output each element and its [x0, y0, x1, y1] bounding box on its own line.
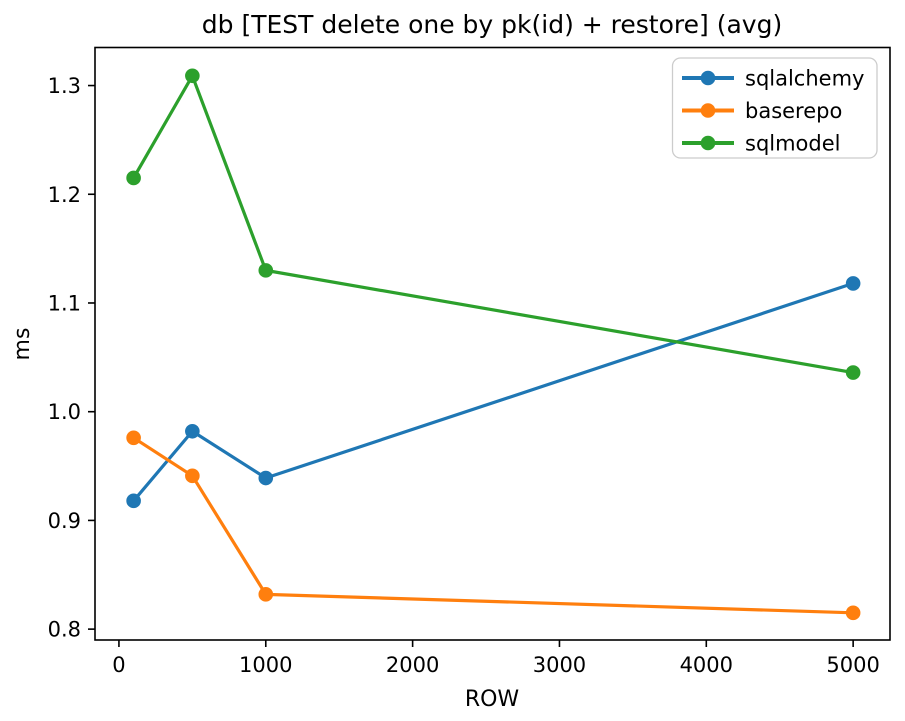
data-point-sqlalchemy — [258, 470, 274, 486]
legend-label-sqlalchemy: sqlalchemy — [745, 67, 864, 91]
x-tick-label: 5000 — [826, 653, 879, 677]
data-point-sqlmodel — [126, 170, 141, 186]
data-point-baserepo — [126, 430, 141, 446]
series-line-sqlmodel — [132, 74, 855, 375]
y-tick-label: 1.1 — [48, 291, 81, 315]
x-tick-label: 1000 — [239, 653, 292, 677]
x-tick-label: 0 — [112, 653, 125, 677]
x-tick-label: 2000 — [386, 653, 439, 677]
x-axis-label: ROW — [465, 687, 520, 712]
y-tick-label: 1.3 — [48, 74, 81, 98]
legend-marker-sqlmodel — [700, 135, 716, 151]
legend-marker-baserepo — [700, 103, 716, 118]
series-line-baserepo — [132, 436, 855, 615]
y-tick-label: 1.2 — [48, 183, 81, 207]
chart-title: db [TEST delete one by pk(id) + restore]… — [202, 10, 782, 39]
data-point-sqlalchemy — [185, 423, 200, 439]
data-point-baserepo — [845, 605, 861, 621]
legend-label-baserepo: baserepo — [745, 99, 842, 123]
legend: sqlalchemy baserepo sqlmodel — [671, 57, 878, 159]
x-tick-label: 3000 — [533, 653, 586, 677]
data-point-baserepo — [258, 587, 274, 602]
axes-spines — [94, 46, 891, 641]
data-point-sqlalchemy — [845, 276, 861, 291]
series-line-sqlalchemy — [132, 281, 855, 503]
y-tick-label: 1.0 — [48, 400, 81, 424]
y-tick-label: 0.8 — [48, 618, 81, 642]
legend-box — [671, 57, 878, 159]
legend-marker-sqlalchemy — [700, 70, 716, 86]
legend-label-sqlmodel: sqlmodel — [745, 132, 841, 156]
y-tick-label: 0.9 — [48, 509, 81, 533]
data-point-sqlmodel — [185, 68, 200, 84]
data-point-baserepo — [185, 468, 200, 484]
x-tick-label: 4000 — [680, 653, 733, 677]
data-point-sqlmodel — [258, 263, 274, 278]
data-point-sqlalchemy — [126, 493, 141, 509]
data-point-sqlmodel — [845, 365, 861, 380]
y-axis-label: ms — [10, 328, 35, 361]
plot-area: 0 1000 2000 3000 4000 5000 0.8 0.9 1.0 1.1 1.2 1.3 — [48, 46, 891, 677]
